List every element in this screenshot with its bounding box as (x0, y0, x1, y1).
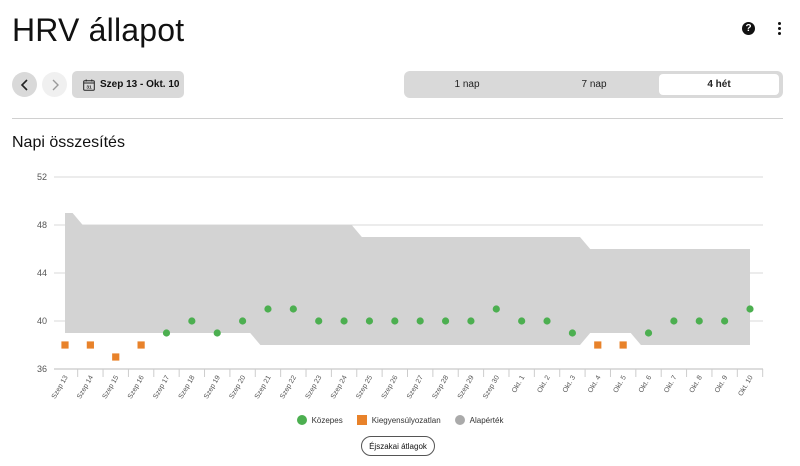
data-point-unbalanced (619, 341, 627, 349)
data-point-balanced (289, 305, 297, 313)
x-tick-label: Okt. 3 (562, 374, 577, 394)
data-point-balanced (644, 329, 653, 337)
x-tick-label: Szep 25 (355, 374, 374, 400)
date-range-label: Szep 13 - Okt. 10 (100, 79, 180, 90)
legend-item-baseline: Alapérték (454, 415, 504, 425)
x-tick-label: Okt. 10 (737, 374, 754, 397)
calendar-day: 31 (86, 84, 92, 90)
x-tick-label: Szep 30 (482, 374, 501, 400)
x-tick-label: Szep 16 (127, 374, 146, 400)
x-tick-label: Szep 23 (305, 374, 324, 400)
chevron-left-icon (20, 78, 28, 91)
nightly-averages-button[interactable]: Éjszakai átlagok (361, 436, 435, 456)
x-tick-label: Szep 27 (406, 374, 425, 400)
data-point-balanced (416, 317, 424, 325)
legend-label-balanced: Közepes (311, 415, 343, 425)
header-divider (12, 118, 783, 119)
x-tick-label: Szep 15 (102, 374, 121, 400)
more-vertical-icon[interactable] (775, 22, 783, 38)
x-tick-label: Szep 26 (381, 374, 400, 400)
x-tick-label: Okt. 5 (612, 374, 627, 394)
data-point-balanced (695, 317, 703, 325)
data-point-balanced (518, 317, 526, 325)
baseline-band (65, 213, 750, 345)
x-tick-label: Okt. 1 (511, 374, 526, 394)
data-point-unbalanced (61, 341, 69, 349)
x-tick-label: Szep 17 (152, 374, 171, 400)
data-point-balanced (162, 329, 171, 337)
x-tick-label: Okt. 6 (638, 374, 653, 394)
data-point-unbalanced (112, 353, 120, 361)
y-tick-label: 40 (37, 316, 47, 326)
legend-label-baseline: Alapérték (469, 415, 504, 425)
y-tick-label: 48 (37, 220, 47, 230)
x-tick-label: Okt. 8 (689, 374, 704, 394)
chart-legend: Közepes Kiegyensúlyozatlan Alapérték (0, 415, 800, 425)
data-point-balanced (340, 317, 348, 325)
x-tick-label: Szep 24 (330, 374, 349, 400)
calendar-icon: 31 (83, 79, 95, 91)
legend-swatch-unbalanced (356, 415, 367, 425)
x-tick-label: Okt. 7 (663, 374, 678, 394)
x-tick-label: Szep 28 (431, 374, 450, 400)
y-tick-label: 52 (37, 172, 47, 182)
x-tick-label: Szep 19 (203, 374, 222, 400)
data-point-balanced (441, 317, 450, 325)
period-tabs: 1 nap 7 nap 4 hét (404, 71, 783, 98)
previous-period-button[interactable] (12, 72, 37, 97)
data-point-balanced (543, 317, 551, 325)
data-point-balanced (315, 317, 323, 325)
data-point-balanced (264, 305, 272, 313)
tab-4-weeks[interactable]: 4 hét (659, 74, 779, 95)
data-point-balanced (746, 305, 754, 313)
data-point-balanced (670, 317, 678, 325)
data-point-unbalanced (137, 341, 145, 349)
y-tick-label: 36 (37, 364, 47, 374)
data-point-balanced (492, 305, 500, 313)
x-tick-label: Okt. 2 (536, 374, 551, 394)
x-tick-label: Szep 20 (228, 374, 247, 400)
section-title: Napi összesítés (12, 134, 125, 151)
x-tick-label: Okt. 4 (587, 374, 602, 394)
legend-swatch-baseline (454, 415, 465, 425)
x-tick-label: Szep 13 (51, 374, 70, 400)
data-point-balanced (467, 317, 475, 325)
y-tick-label: 44 (37, 268, 47, 278)
x-tick-label: Szep 21 (254, 374, 273, 400)
legend-item-balanced: Közepes (296, 415, 343, 425)
data-point-balanced (238, 317, 247, 325)
help-circle-icon[interactable]: ? (742, 22, 755, 35)
x-tick-label: Szep 18 (178, 374, 197, 400)
date-range-button[interactable]: 31 Szep 13 - Okt. 10 (72, 71, 184, 98)
data-point-balanced (188, 317, 196, 325)
data-point-balanced (568, 329, 577, 337)
data-point-unbalanced (86, 341, 94, 349)
x-tick-label: Szep 22 (279, 374, 298, 400)
legend-swatch-balanced (296, 415, 307, 425)
x-tick-label: Szep 14 (76, 374, 95, 400)
data-point-balanced (213, 329, 221, 337)
hrv-chart: 36 40 44 48 52 Szep 13 Szep 14 Szep 15 Szep 16 Sz… (37, 172, 764, 400)
data-point-balanced (365, 317, 374, 325)
data-point-balanced (721, 317, 729, 325)
tab-1-day[interactable]: 1 nap (454, 79, 480, 90)
x-tick-label: Szep 29 (457, 374, 476, 400)
page-title: HRV állapot (12, 12, 185, 48)
data-point-unbalanced (594, 341, 602, 349)
legend-label-unbalanced: Kiegyensúlyozatlan (371, 415, 441, 425)
data-point-balanced (391, 317, 399, 325)
chevron-right-icon (52, 79, 59, 90)
x-tick-label: Okt. 9 (714, 374, 729, 394)
legend-item-unbalanced: Kiegyensúlyozatlan (356, 415, 441, 425)
next-period-button[interactable] (42, 72, 67, 97)
tab-7-days[interactable]: 7 nap (581, 79, 607, 90)
